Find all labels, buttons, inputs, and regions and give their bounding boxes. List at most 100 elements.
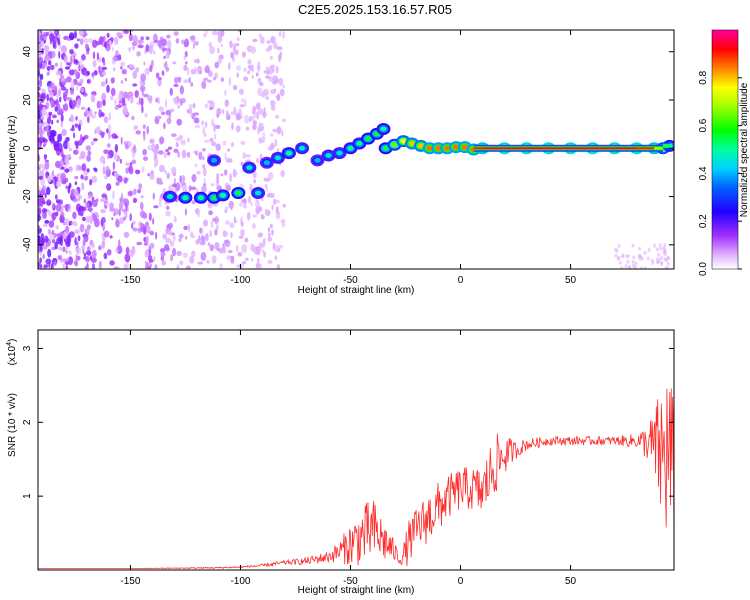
speckle-mark bbox=[187, 137, 190, 143]
speckle-mark bbox=[201, 120, 204, 126]
spectrogram-x-label: Height of straight line (km) bbox=[298, 285, 415, 296]
speckle-mark bbox=[78, 30, 85, 37]
speckle-mark bbox=[39, 73, 44, 81]
speckle-mark bbox=[134, 125, 138, 130]
speckle-mark bbox=[190, 231, 194, 238]
speckle-mark bbox=[83, 38, 89, 44]
speckle-mark bbox=[44, 62, 47, 68]
speckle-mark bbox=[45, 258, 52, 265]
speckle-mark bbox=[234, 170, 238, 176]
snr-multiplier-base: (x10 bbox=[7, 345, 18, 365]
speckle-mark bbox=[43, 264, 49, 269]
speckle-mark bbox=[54, 233, 57, 239]
snr-multiplier-suffix: ) bbox=[7, 339, 18, 342]
speckle-mark bbox=[160, 252, 166, 257]
speckle-mark bbox=[87, 246, 91, 251]
speckle-mark bbox=[664, 252, 667, 256]
speckle-mark bbox=[74, 237, 77, 246]
speckle-mark bbox=[162, 233, 168, 240]
ridge-core bbox=[166, 194, 174, 200]
speckle-mark bbox=[121, 68, 127, 75]
speckle-mark bbox=[55, 203, 62, 212]
speckle-mark bbox=[45, 31, 49, 36]
speckle-mark bbox=[238, 88, 244, 95]
speckle-mark bbox=[148, 44, 153, 54]
speckle-mark bbox=[124, 253, 131, 263]
speckle-mark bbox=[179, 85, 184, 95]
speckle-mark bbox=[103, 60, 106, 66]
speckle-mark bbox=[199, 240, 206, 246]
speckle-mark bbox=[194, 208, 200, 215]
speckle-mark bbox=[236, 244, 239, 253]
speckle-mark bbox=[60, 159, 64, 166]
speckle-mark bbox=[50, 99, 54, 109]
speckle-mark bbox=[88, 194, 92, 199]
speckle-mark bbox=[145, 36, 150, 41]
speckle-mark bbox=[252, 171, 257, 179]
speckle-mark bbox=[278, 77, 284, 86]
speckle-mark bbox=[166, 34, 171, 39]
speckle-mark bbox=[41, 88, 46, 94]
speckle-mark bbox=[281, 130, 284, 137]
speckle-mark bbox=[240, 262, 244, 269]
ridge-core bbox=[452, 144, 460, 150]
speckle-mark bbox=[106, 143, 111, 148]
speckle-mark bbox=[46, 124, 49, 132]
speckle-mark bbox=[155, 231, 158, 240]
speckle-mark bbox=[140, 201, 144, 211]
speckle-mark bbox=[125, 112, 130, 116]
speckle-mark bbox=[275, 65, 279, 74]
speckle-mark bbox=[77, 165, 83, 171]
speckle-mark bbox=[78, 123, 81, 132]
speckle-mark bbox=[57, 142, 63, 152]
speckle-mark bbox=[79, 64, 83, 70]
speckle-mark bbox=[98, 245, 102, 251]
speckle-mark bbox=[57, 133, 63, 143]
speckle-mark bbox=[621, 253, 625, 258]
speckle-mark bbox=[626, 259, 630, 264]
speckle-mark bbox=[55, 199, 61, 204]
speckle-mark bbox=[114, 36, 119, 46]
speckle-mark bbox=[90, 94, 96, 103]
speckle-mark bbox=[140, 73, 147, 82]
colorbar-tick-label: 0.8 bbox=[698, 70, 709, 84]
speckle-mark bbox=[179, 98, 184, 106]
speckle-mark bbox=[43, 108, 47, 117]
speckle-mark bbox=[163, 152, 168, 159]
speckle-mark bbox=[147, 145, 153, 151]
speckle-mark bbox=[63, 231, 67, 240]
speckle-mark bbox=[91, 266, 96, 269]
speckle-mark bbox=[634, 261, 638, 266]
y-tick-label: 20 bbox=[22, 94, 33, 106]
speckle-mark bbox=[173, 148, 179, 153]
x-tick-label: -150 bbox=[120, 576, 140, 587]
speckle-mark bbox=[107, 154, 110, 160]
speckle-mark bbox=[55, 98, 59, 108]
x-tick-label: 0 bbox=[458, 576, 464, 587]
speckle-mark bbox=[44, 154, 47, 161]
speckle-mark bbox=[79, 223, 85, 233]
speckle-mark bbox=[251, 110, 256, 115]
speckle-mark bbox=[203, 219, 208, 227]
speckle-mark bbox=[131, 222, 134, 230]
speckle-mark bbox=[53, 85, 58, 94]
speckle-mark bbox=[144, 249, 150, 258]
speckle-mark bbox=[88, 206, 93, 213]
colorbar-label: Normalized spectral amplitude bbox=[739, 82, 750, 217]
speckle-mark bbox=[91, 72, 95, 77]
speckle-mark bbox=[656, 257, 660, 262]
speckle-mark bbox=[216, 221, 219, 230]
speckle-mark bbox=[115, 248, 119, 253]
speckle-mark bbox=[38, 30, 41, 37]
speckle-mark bbox=[251, 258, 254, 262]
y-tick-label: 2 bbox=[22, 419, 33, 425]
speckle-mark bbox=[86, 51, 90, 55]
speckle-mark bbox=[270, 64, 275, 70]
speckle-mark bbox=[209, 46, 216, 55]
speckle-mark bbox=[63, 258, 70, 262]
speckle-mark bbox=[87, 150, 92, 156]
speckle-mark bbox=[74, 229, 80, 235]
speckle-mark bbox=[136, 51, 141, 57]
speckle-mark bbox=[117, 175, 123, 183]
speckle-mark bbox=[83, 252, 86, 259]
